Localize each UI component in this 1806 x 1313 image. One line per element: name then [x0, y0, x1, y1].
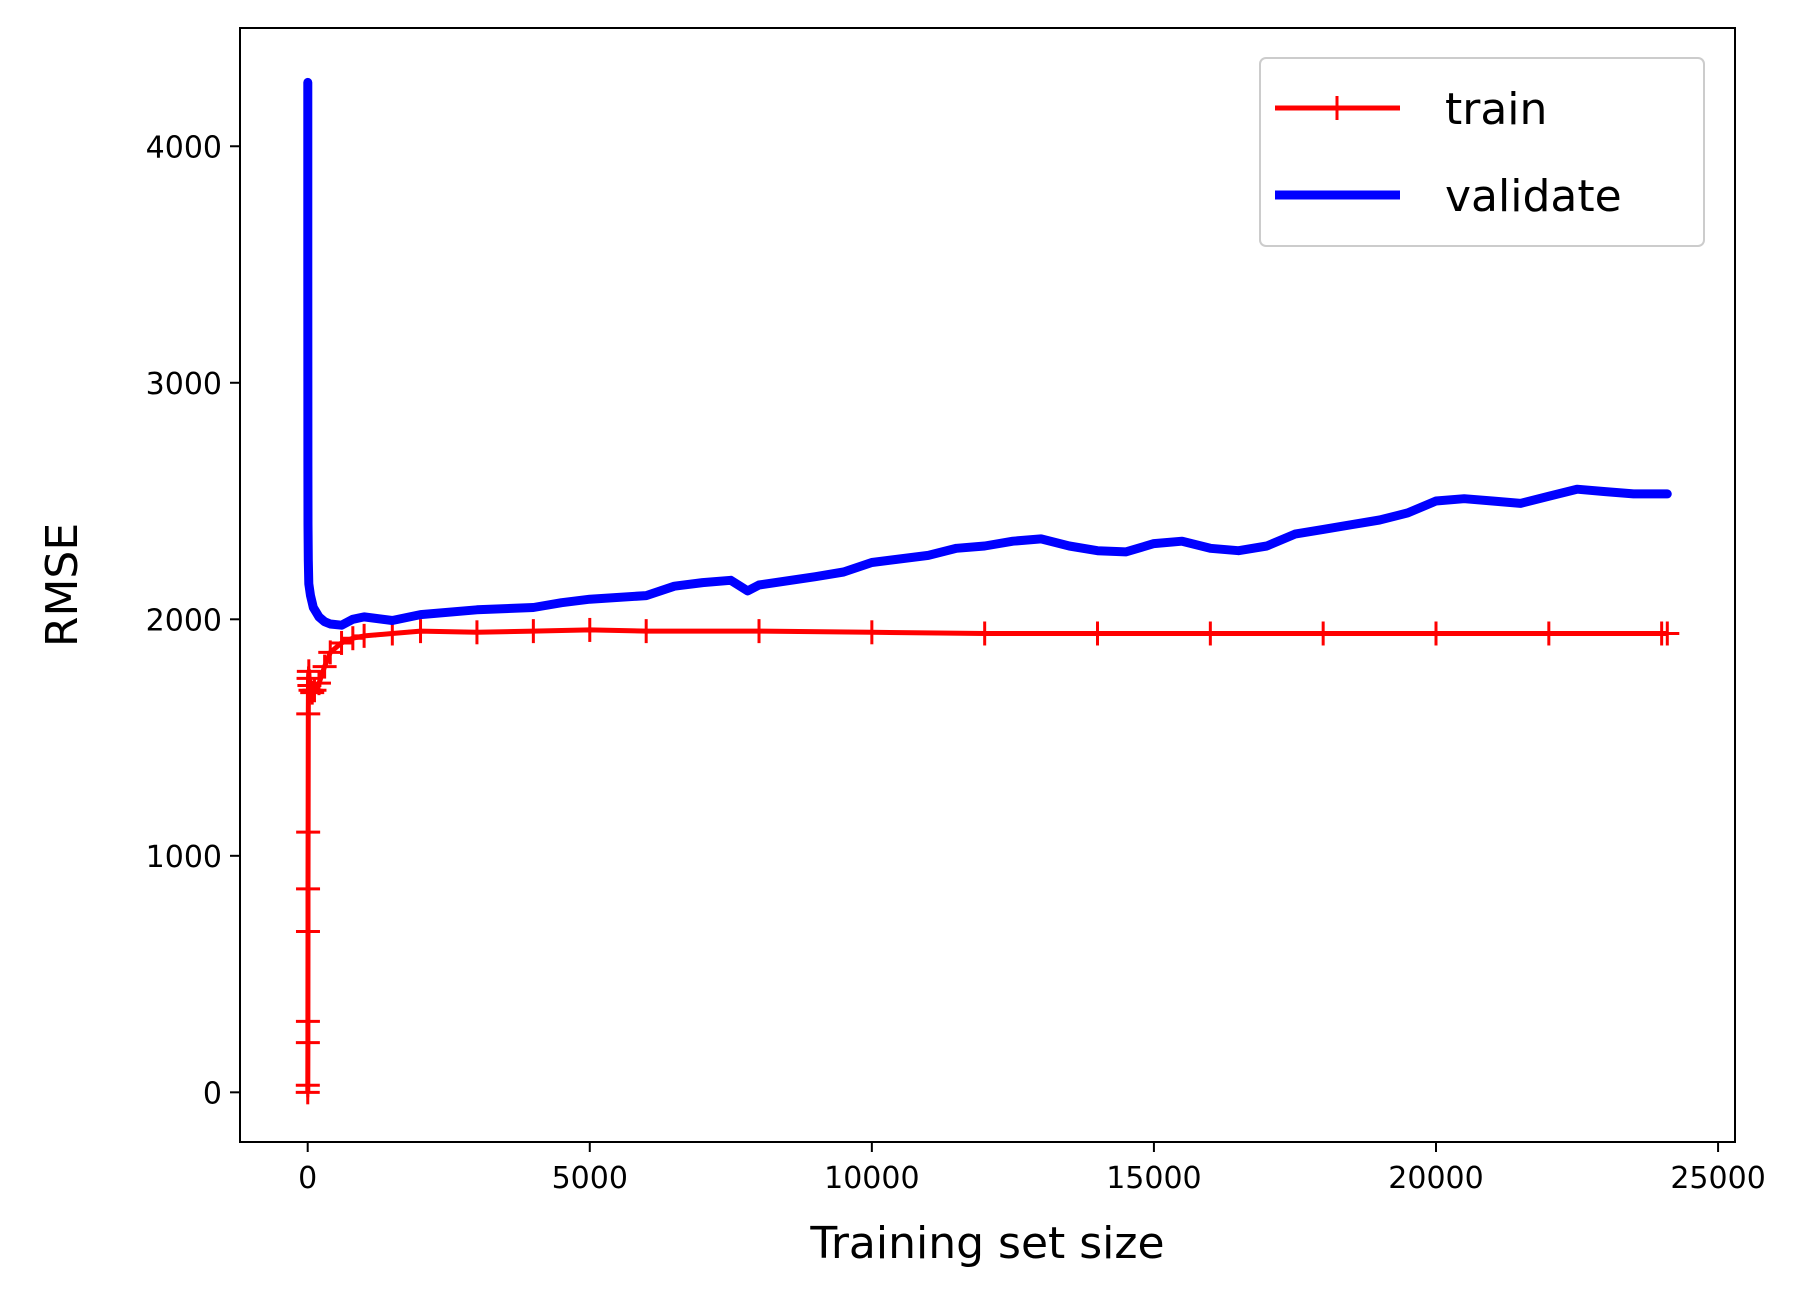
train-point [340, 626, 365, 651]
train-point [312, 654, 337, 679]
y-tick-label: 1000 [146, 840, 222, 875]
y-axis-ticks: 0 1000 2000 3000 4000 [146, 130, 240, 1111]
train-point [296, 876, 321, 901]
train-point [295, 919, 320, 944]
x-tick-label: 20000 [1388, 1161, 1483, 1196]
train-point [408, 619, 433, 644]
train-point [521, 619, 546, 644]
legend-label-train: train [1445, 84, 1547, 135]
x-tick-label: 10000 [824, 1161, 919, 1196]
legend: train validate [1259, 57, 1705, 247]
train-point [859, 620, 884, 645]
train-point [295, 1030, 320, 1055]
train-point [1311, 621, 1336, 646]
train-point [1085, 621, 1110, 646]
x-tick-label: 0 [298, 1161, 317, 1196]
train-point [634, 619, 659, 644]
series-layer [295, 77, 1680, 1105]
x-tick-label: 5000 [552, 1161, 628, 1196]
y-axis-label: RMSE [37, 523, 88, 647]
train-point [306, 671, 331, 696]
x-axis-label: Training set size [809, 1218, 1164, 1269]
axes-frame [239, 27, 1736, 1143]
train-point [972, 621, 997, 646]
y-tick-label: 0 [203, 1076, 222, 1111]
x-tick-label: 25000 [1670, 1161, 1765, 1196]
train-point [1424, 621, 1448, 646]
train-point [577, 617, 602, 642]
y-tick-label: 2000 [146, 603, 222, 638]
train-point [1536, 621, 1561, 646]
train-point [296, 701, 321, 726]
train-point [295, 1073, 320, 1098]
x-axis-ticks: 0 5000 10000 15000 20000 25000 [298, 1142, 1766, 1196]
train-point [329, 630, 354, 655]
train-point [464, 620, 489, 645]
train-point [1198, 621, 1223, 646]
y-tick-label: 4000 [146, 130, 222, 165]
series-line-validate [303, 77, 1672, 630]
train-point [352, 623, 377, 648]
train-point [295, 1009, 320, 1034]
y-tick-label: 3000 [146, 367, 222, 402]
train-point [380, 621, 405, 646]
x-tick-label: 15000 [1106, 1161, 1201, 1196]
legend-label-validate: validate [1445, 171, 1622, 222]
train-point [747, 619, 772, 644]
train-point [1655, 621, 1680, 646]
train-point [296, 820, 321, 845]
